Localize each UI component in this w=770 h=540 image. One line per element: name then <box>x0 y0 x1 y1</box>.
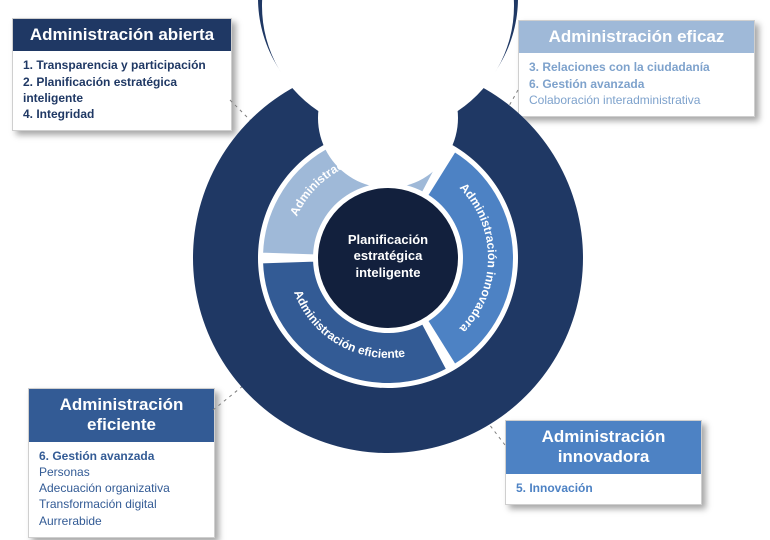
center-label: Planificación estratégica inteligente <box>318 232 458 281</box>
center-label-line3: inteligente <box>355 265 420 280</box>
center-label-line1: Planificación <box>348 232 428 247</box>
diagram-stage: Administración abierta Administración ef… <box>0 0 770 540</box>
center-label-line2: estratégica <box>354 248 423 263</box>
